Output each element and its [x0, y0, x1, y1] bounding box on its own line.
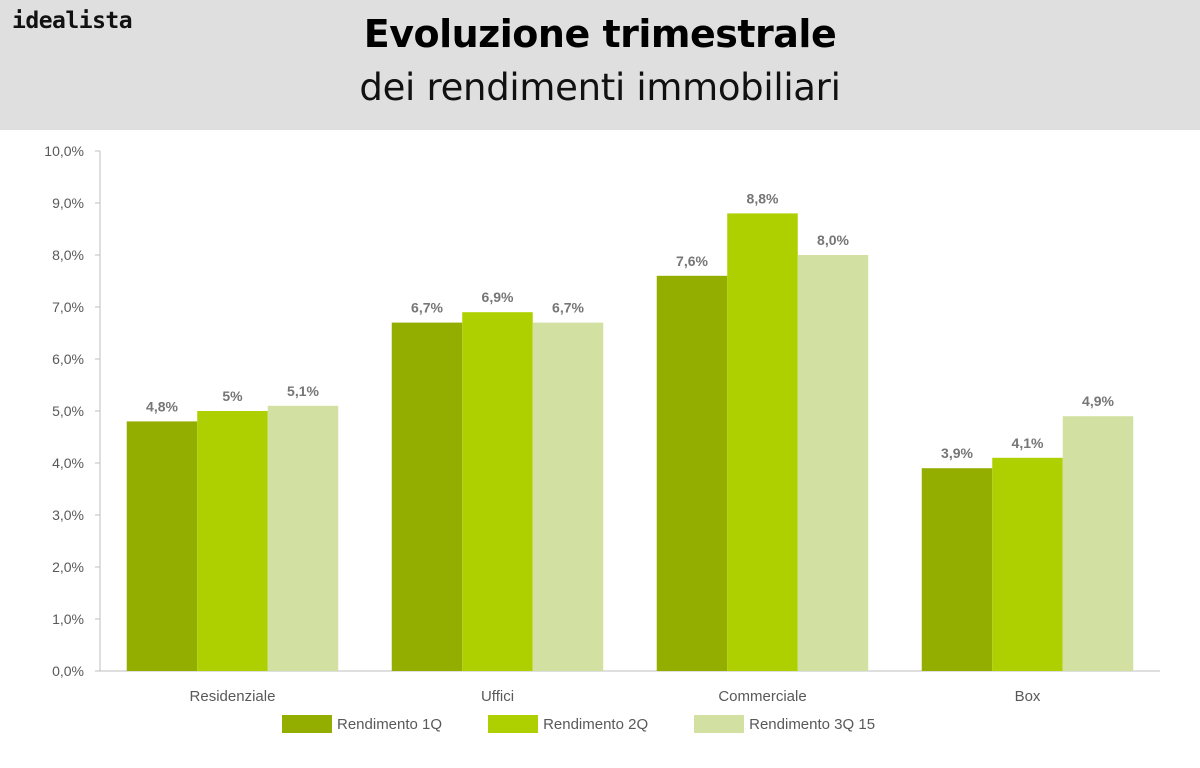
chart-title: Evoluzione trimestrale: [363, 12, 837, 56]
data-label: 6,9%: [482, 289, 514, 305]
x-category-label: Box: [1015, 688, 1041, 705]
data-label: 8,8%: [747, 190, 779, 206]
y-tick-label: 2,0%: [52, 559, 84, 575]
data-label: 4,9%: [1082, 393, 1114, 409]
data-label: 6,7%: [552, 300, 584, 316]
data-label: 4,8%: [146, 398, 178, 414]
y-tick-label: 3,0%: [52, 507, 84, 523]
legend: Rendimento 1Q Rendimento 2Q Rendimento 3…: [282, 714, 875, 734]
data-label: 5,1%: [287, 383, 319, 399]
bar: [1062, 416, 1134, 671]
data-label: 7,6%: [676, 253, 708, 269]
legend-item-1q: Rendimento 1Q: [282, 715, 442, 733]
y-tick-label: 10,0%: [44, 143, 84, 159]
data-label: 6,7%: [411, 300, 443, 316]
bar: [267, 405, 339, 671]
bar: [391, 322, 463, 671]
bar: [797, 255, 869, 671]
legend-label-3q: Rendimento 3Q 15: [749, 715, 876, 733]
data-label: 4,1%: [1012, 435, 1044, 451]
y-tick-label: 9,0%: [52, 195, 84, 211]
x-category-label: Uffici: [481, 688, 514, 705]
header-band: idealista Evoluzione trimestrale dei ren…: [0, 0, 1200, 130]
bar: [126, 421, 198, 671]
bar: [197, 411, 268, 671]
legend-item-3q: Rendimento 3Q 15: [694, 715, 875, 733]
bar: [727, 213, 798, 671]
bar: [921, 468, 993, 671]
y-tick-label: 7,0%: [52, 299, 84, 315]
data-label: 5%: [222, 388, 243, 404]
legend-item-2q: Rendimento 2Q: [488, 715, 648, 733]
legend-swatch-2q: [488, 715, 539, 733]
y-tick-label: 4,0%: [52, 455, 84, 471]
x-category-label: Residenziale: [190, 688, 276, 705]
data-label: 3,9%: [941, 445, 973, 461]
bar: [532, 322, 604, 671]
x-category-label: Commerciale: [718, 688, 806, 705]
legend-swatch-3q: [694, 715, 745, 733]
y-tick-label: 8,0%: [52, 247, 84, 263]
y-tick-label: 1,0%: [52, 611, 84, 627]
idealista-logo: idealista: [12, 8, 133, 34]
bar: [992, 457, 1063, 671]
y-tick-label: 0,0%: [52, 663, 84, 679]
legend-swatch-1q: [282, 715, 332, 733]
data-label: 8,0%: [817, 232, 849, 248]
legend-label-2q: Rendimento 2Q: [543, 715, 649, 733]
bar: [462, 312, 533, 671]
y-tick-label: 6,0%: [52, 351, 84, 367]
legend-label-1q: Rendimento 1Q: [337, 715, 443, 733]
y-tick-label: 5,0%: [52, 403, 84, 419]
chart-subtitle: dei rendimenti immobiliari: [359, 66, 841, 109]
bar: [656, 275, 728, 671]
